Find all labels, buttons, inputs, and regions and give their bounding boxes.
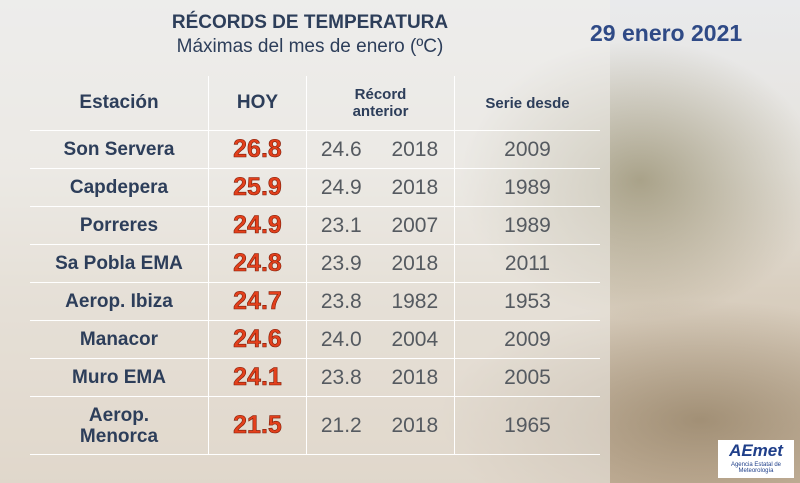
table-row: Porreres 24.9 23.1 2007 1989 — [30, 206, 600, 245]
record-year: 2018 — [375, 396, 455, 455]
column-header: HOY — [208, 76, 307, 131]
previous-record: 23.8 — [306, 358, 376, 397]
table-row: Aerop. Ibiza 24.7 23.8 1982 1953 — [30, 282, 600, 321]
station: Porreres — [30, 206, 209, 245]
table-row: Aerop. Menorca 21.5 21.2 2018 1965 — [30, 396, 600, 455]
column-header: Serie desde — [454, 76, 600, 131]
series-since: 1965 — [454, 396, 600, 455]
record-year: 1982 — [375, 282, 455, 321]
previous-record: 24.9 — [306, 168, 376, 207]
logo: AEmet Agencia Estatal de Meteorología — [718, 440, 794, 478]
station: Capdepera — [30, 168, 209, 207]
today-max: 24.7 — [208, 282, 307, 321]
column-header: Estación — [30, 76, 209, 131]
today-max: 24.1 — [208, 358, 307, 397]
table-row: Muro EMA 24.1 23.8 2018 2005 — [30, 358, 600, 397]
table-row: Sa Pobla EMA 24.8 23.9 2018 2011 — [30, 244, 600, 283]
record-year: 2018 — [375, 244, 455, 283]
station: Aerop. Ibiza — [30, 282, 209, 321]
series-since: 1989 — [454, 168, 600, 207]
logo-name: AEmet — [729, 441, 783, 460]
header-row: Estación HOY Récord anterior Serie desde — [30, 76, 600, 131]
today-max: 24.9 — [208, 206, 307, 245]
station: Muro EMA — [30, 358, 209, 397]
previous-record: 23.1 — [306, 206, 376, 245]
series-since: 2009 — [454, 320, 600, 359]
record-year: 2007 — [375, 206, 455, 245]
previous-record: 21.2 — [306, 396, 376, 455]
previous-record: 23.8 — [306, 282, 376, 321]
today-max: 24.6 — [208, 320, 307, 359]
record-year: 2004 — [375, 320, 455, 359]
title: RÉCORDS DE TEMPERATURA — [171, 12, 449, 33]
column-header: Récord anterior — [306, 76, 455, 131]
table-row: Capdepera 25.9 24.9 2018 1989 — [30, 168, 600, 207]
today-max: 25.9 — [208, 168, 307, 207]
today-max: 24.8 — [208, 244, 307, 283]
table-row: Son Servera 26.8 24.6 2018 2009 — [30, 130, 600, 169]
table-row: Manacor 24.6 24.0 2004 2009 — [30, 320, 600, 359]
record-year: 2018 — [375, 358, 455, 397]
series-since: 1989 — [454, 206, 600, 245]
station: Son Servera — [30, 130, 209, 169]
today-max: 26.8 — [208, 130, 307, 169]
previous-record: 24.0 — [306, 320, 376, 359]
previous-record: 24.6 — [306, 130, 376, 169]
station: Manacor — [30, 320, 209, 359]
record-year: 2018 — [375, 168, 455, 207]
station: Aerop. Menorca — [30, 396, 209, 455]
series-since: 2005 — [454, 358, 600, 397]
previous-record: 23.9 — [306, 244, 376, 283]
records-table: Estación HOY Récord anterior Serie desde So… — [30, 76, 600, 455]
series-since: 2009 — [454, 130, 600, 169]
record-year: 2018 — [375, 130, 455, 169]
series-since: 1953 — [454, 282, 600, 321]
date: 29 enero 2021 — [590, 20, 743, 46]
station: Sa Pobla EMA — [30, 244, 209, 283]
logo-caption: Agencia Estatal de Meteorología — [730, 462, 782, 474]
subtitle: Máximas del mes de enero (ºC) — [176, 36, 444, 57]
series-since: 2011 — [454, 244, 600, 283]
today-max: 21.5 — [208, 396, 307, 455]
